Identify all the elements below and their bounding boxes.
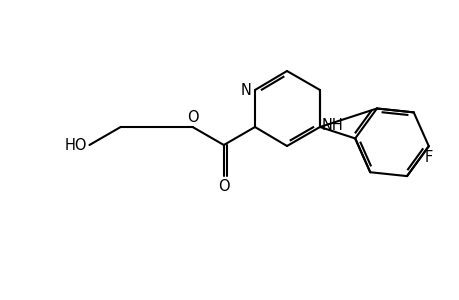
- Text: HO: HO: [65, 137, 87, 152]
- Text: NH: NH: [321, 118, 343, 134]
- Text: N: N: [241, 82, 252, 98]
- Text: F: F: [424, 150, 432, 165]
- Text: O: O: [218, 178, 229, 194]
- Text: O: O: [186, 110, 198, 125]
